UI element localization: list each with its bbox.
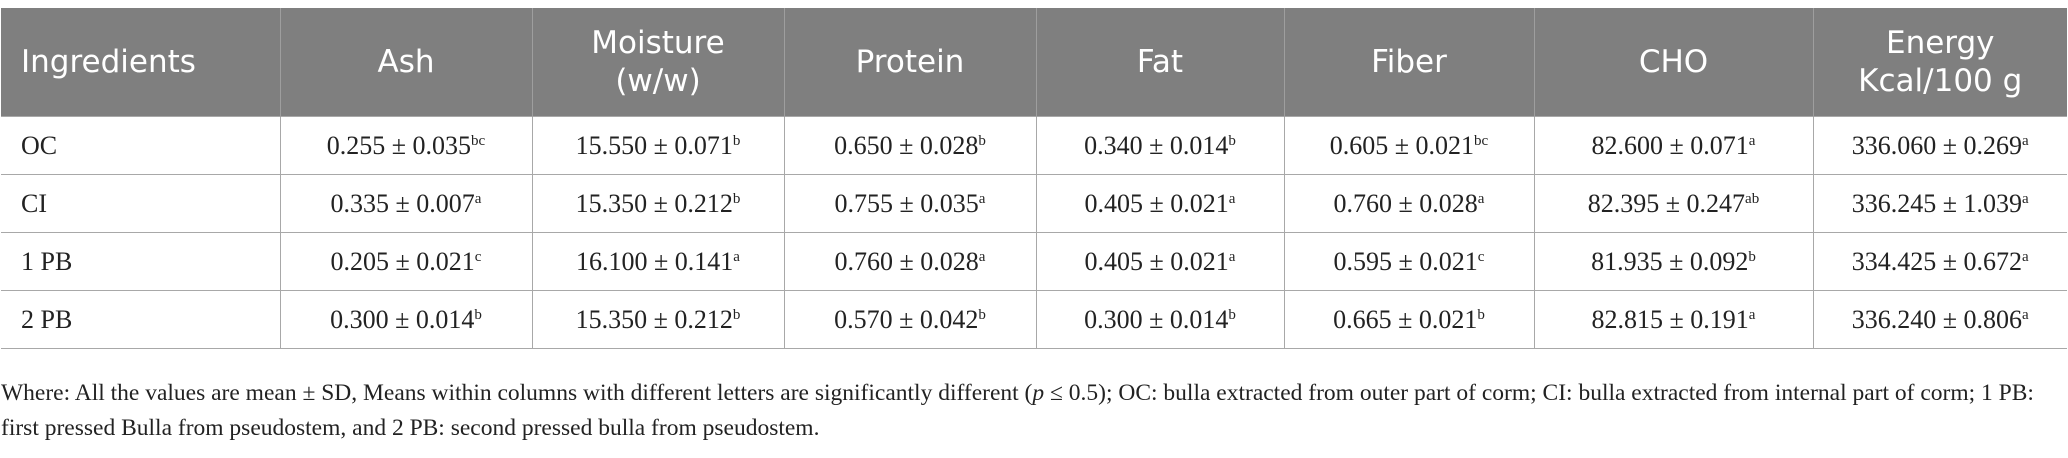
footnote-text-end: ≤ 0.5); OC: bulla extracted from outer p… [1, 380, 2034, 441]
cell-cho: 82.395 ± 0.247ab [1533, 174, 1814, 233]
header-fat: Fat [1036, 8, 1285, 117]
cell-fat: 0.340 ± 0.014b [1035, 116, 1285, 175]
composition-table: Ingredients Ash Moisture (w/w) Protein Fa… [1, 8, 2067, 349]
cell-moisture: 16.100 ± 0.141a [531, 232, 785, 291]
cell-energy: 334.425 ± 0.672a [1812, 232, 2067, 291]
nutrition-table-container: Ingredients Ash Moisture (w/w) Protein Fa… [0, 8, 2068, 349]
cell-cho: 82.815 ± 0.191a [1533, 290, 1814, 349]
cell-fat: 0.405 ± 0.021a [1035, 174, 1285, 233]
header-cho: CHO [1534, 8, 1814, 117]
header-fiber: Fiber [1284, 8, 1535, 117]
table-row: CI 0.335 ± 0.007a 15.350 ± 0.212b 0.755 … [1, 174, 2067, 233]
cell-protein: 0.760 ± 0.028a [783, 232, 1037, 291]
cell-fiber: 0.595 ± 0.021c [1283, 232, 1535, 291]
cell-energy: 336.060 ± 0.269a [1812, 116, 2067, 175]
cell-energy: 336.240 ± 0.806a [1812, 290, 2067, 349]
table-body: OC 0.255 ± 0.035bc 15.550 ± 0.071b 0.650… [1, 116, 2067, 349]
header-energy: Energy Kcal/100 g [1813, 8, 2067, 117]
row-label: CI [1, 174, 281, 233]
table-row: 2 PB 0.300 ± 0.014b 15.350 ± 0.212b 0.57… [1, 290, 2067, 349]
cell-moisture: 15.550 ± 0.071b [531, 116, 785, 175]
cell-energy: 336.245 ± 1.039a [1812, 174, 2067, 233]
cell-fat: 0.300 ± 0.014b [1035, 290, 1285, 349]
header-moisture: Moisture (w/w) [532, 8, 785, 117]
cell-ash: 0.300 ± 0.014b [279, 290, 533, 349]
table-row: 1 PB 0.205 ± 0.021c 16.100 ± 0.141a 0.76… [1, 232, 2067, 291]
header-ash: Ash [280, 8, 533, 117]
cell-ash: 0.205 ± 0.021c [279, 232, 533, 291]
row-label: OC [1, 116, 281, 175]
table-row: OC 0.255 ± 0.035bc 15.550 ± 0.071b 0.650… [1, 116, 2067, 175]
cell-fiber: 0.760 ± 0.028a [1283, 174, 1535, 233]
cell-ash: 0.255 ± 0.035bc [279, 116, 533, 175]
row-label: 2 PB [1, 290, 281, 349]
cell-protein: 0.570 ± 0.042b [783, 290, 1037, 349]
cell-fat: 0.405 ± 0.021a [1035, 232, 1285, 291]
header-row: Ingredients Ash Moisture (w/w) Protein Fa… [1, 8, 2067, 117]
header-ingredients: Ingredients [1, 8, 281, 117]
cell-protein: 0.650 ± 0.028b [783, 116, 1037, 175]
footnote-text-start: Where: All the values are mean ± SD, Mea… [1, 380, 1033, 406]
table-footnote: Where: All the values are mean ± SD, Mea… [1, 376, 2051, 446]
cell-ash: 0.335 ± 0.007a [279, 174, 533, 233]
cell-cho: 81.935 ± 0.092b [1533, 232, 1814, 291]
row-label: 1 PB [1, 232, 281, 291]
cell-fiber: 0.605 ± 0.021bc [1283, 116, 1535, 175]
footnote-p-symbol: p [1032, 380, 1045, 406]
table-header: Ingredients Ash Moisture (w/w) Protein Fa… [1, 8, 2067, 117]
cell-moisture: 15.350 ± 0.212b [531, 174, 785, 233]
header-protein: Protein [784, 8, 1037, 117]
cell-protein: 0.755 ± 0.035a [783, 174, 1037, 233]
cell-moisture: 15.350 ± 0.212b [531, 290, 785, 349]
cell-fiber: 0.665 ± 0.021b [1283, 290, 1535, 349]
cell-cho: 82.600 ± 0.071a [1533, 116, 1814, 175]
